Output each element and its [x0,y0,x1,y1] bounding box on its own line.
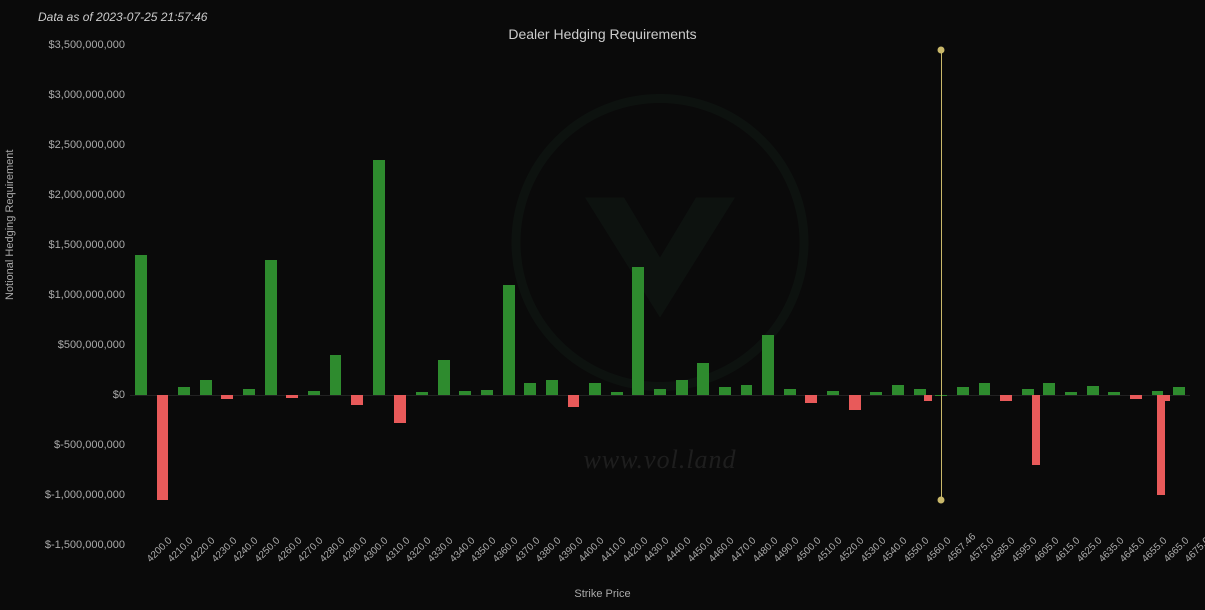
y-tick-label: $1,500,000,000 [49,239,125,251]
bar [546,380,558,395]
plot-area: www.vol.land [130,45,1190,545]
current-price-marker [941,50,942,500]
bar [373,160,385,395]
watermark-text: www.vol.land [583,445,736,475]
y-tick-label: $1,000,000,000 [49,289,125,301]
bar [1173,387,1185,395]
bar [1032,395,1040,465]
bar [1130,395,1142,399]
bar [697,363,709,395]
bar [654,389,666,395]
x-axis-title: Strike Price [0,588,1205,600]
bar [924,395,932,401]
bar [979,383,991,395]
bar [1087,386,1099,395]
bar [1108,392,1120,395]
bar [784,389,796,395]
y-tick-label: $2,500,000,000 [49,139,125,151]
y-tick-label: $-1,000,000,000 [45,489,125,501]
bar [870,392,882,395]
y-tick-label: $500,000,000 [58,339,125,351]
bar [459,391,471,395]
bar [892,385,904,395]
bar [1000,395,1012,401]
bar [1043,383,1055,395]
bar [1162,395,1170,401]
bar [481,390,493,395]
bar [265,260,277,395]
bar [1157,395,1165,495]
bar [286,395,298,398]
bar [741,385,753,395]
bar [330,355,342,395]
bar [200,380,212,395]
bar [178,387,190,395]
bar [611,392,623,395]
bar [676,380,688,395]
bar [157,395,169,500]
bar [308,391,320,395]
bar [719,387,731,395]
bar [632,267,644,395]
y-tick-label: $3,500,000,000 [49,39,125,51]
timestamp-label: Data as of 2023-07-25 21:57:46 [38,10,207,24]
bar [503,285,515,395]
bar [957,387,969,395]
bar [524,383,536,395]
y-axis-title: Notional Hedging Requirement [4,150,16,300]
bar [827,391,839,395]
bar [568,395,580,407]
marker-dot-bottom [938,497,945,504]
bar [135,255,147,395]
y-tick-label: $-1,500,000,000 [45,539,125,551]
bar [805,395,817,403]
bar [762,335,774,395]
bar [394,395,406,423]
y-tick-label: $0 [113,389,125,401]
chart-title: Dealer Hedging Requirements [0,26,1205,42]
bar [438,360,450,395]
bar [243,389,255,395]
marker-dot-top [938,47,945,54]
bar [1065,392,1077,395]
y-tick-label: $-500,000,000 [54,439,125,451]
bar [351,395,363,405]
y-tick-label: $3,000,000,000 [49,89,125,101]
y-tick-label: $2,000,000,000 [49,189,125,201]
bar [416,392,428,395]
bar [589,383,601,395]
bar [221,395,233,399]
bar [849,395,861,410]
